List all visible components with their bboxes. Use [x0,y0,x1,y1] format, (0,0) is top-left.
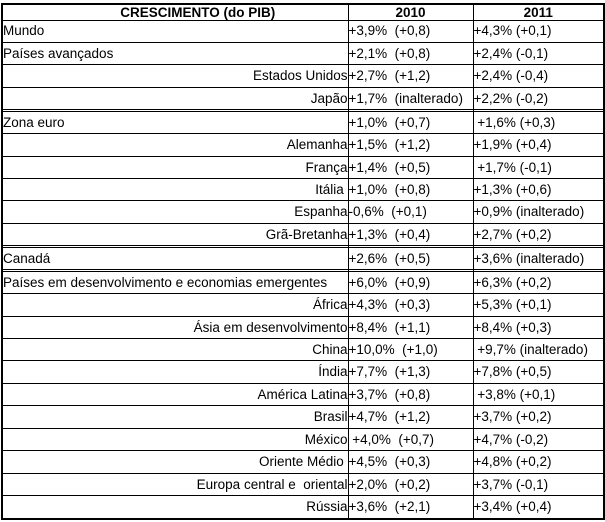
value-2010: +4,0% (+0,7) [347,427,474,452]
value-2010: +2,0% (+0,2) [347,472,474,497]
table-row: Zona euro +1,0% (+0,7) +1,6% (+0,3) [1,110,605,135]
value-2010: +1,3% (+0,4) [347,222,474,247]
value-2010: +1,5% (+1,2) [347,133,474,157]
table-row: China +10,0% (+1,0) +9,7% (inalterado) [1,338,605,362]
value-2011: +1,3% (+0,6) [472,177,605,202]
table-row: Brasil +4,7% (+1,2) +3,7% (+0,2) [1,405,605,429]
table-row: Estados Unidos +2,7% (+1,2) +2,4% (-0,4) [1,64,605,88]
row-label: Espanha [1,200,349,224]
table-row: Japão +1,7% (inalterado) +2,2% (-0,2) [1,86,605,111]
value-2011: +4,3% (+0,1) [472,19,605,43]
table-row: Espanha -0,6% (+0,1) +0,9% (inalterado) [1,200,605,224]
row-label: França [1,155,349,180]
table-row: França +1,4% (+0,5) +1,7% (-0,1) [1,155,605,180]
value-2010: +1,4% (+0,5) [347,155,474,180]
table-header-row: CRESCIMENTO (do PIB) 2010 2011 [1,3,605,21]
table-header: CRESCIMENTO (do PIB) 2010 2011 [1,3,605,21]
table-row: Mundo +3,9% (+0,8) +4,3% (+0,1) [1,19,605,43]
value-2011: +2,4% (-0,4) [472,64,605,88]
row-label: Rússia [1,495,349,520]
row-label: América Latina [1,382,349,407]
value-2011: +5,3% (+0,1) [472,293,605,317]
table-row: Países avançados +2,1% (+0,8) +2,4% (-0,1) [1,41,605,66]
row-label: Canadá [1,246,349,271]
row-label: Europa central e oriental [1,472,349,497]
value-2011: +4,7% (-0,2) [472,427,605,452]
table-row: Rússia +3,6% (+2,1) +3,4% (+0,4) [1,495,605,520]
value-2010: +3,9% (+0,8) [347,19,474,43]
value-2010: +2,6% (+0,5) [347,246,474,271]
table-row: Itália +1,0% (+0,8) +1,3% (+0,6) [1,177,605,202]
table-row: África +4,3% (+0,3) +5,3% (+0,1) [1,293,605,317]
row-label: Brasil [1,405,349,429]
gdp-growth-table: CRESCIMENTO (do PIB) 2010 2011 Mundo +3,9… [1,3,605,520]
table-row: Oriente Médio +4,5% (+0,3) +4,8% (+0,2) [1,450,605,474]
value-2010: +4,5% (+0,3) [347,450,474,474]
table-row: Canadá +2,6% (+0,5) +3,6% (inalterado) [1,246,605,271]
value-2010: +4,3% (+0,3) [347,293,474,317]
row-label: Mundo [1,19,349,43]
value-2011: +6,3% (+0,2) [472,270,605,295]
value-2011: +4,8% (+0,2) [472,450,605,474]
value-2011: +3,4% (+0,4) [472,495,605,520]
table-row: México +4,0% (+0,7) +4,7% (-0,2) [1,427,605,452]
value-2011: +3,7% (-0,1) [472,472,605,497]
row-label: Japão [1,86,349,111]
value-2010: +10,0% (+1,0) [347,338,474,362]
row-label: Estados Unidos [1,64,349,88]
value-2011: +2,4% (-0,1) [472,41,605,66]
row-label: Índia [1,360,349,384]
header-2010: 2010 [347,3,474,21]
row-label: Grã-Bretanha [1,222,349,247]
table-row: Grã-Bretanha +1,3% (+0,4) +2,7% (+0,2) [1,222,605,247]
table-row: Índia +7,7% (+1,3) +7,8% (+0,5) [1,360,605,384]
value-2010: +1,0% (+0,8) [347,177,474,202]
value-2011: +1,7% (-0,1) [472,155,605,180]
row-label: Países em desenvolvimento e economias em… [1,270,349,295]
header-crescimento-pib: CRESCIMENTO (do PIB) [1,3,349,21]
row-label: Zona euro [1,110,349,135]
row-label: Itália [1,177,349,202]
value-2011: +3,7% (+0,2) [472,405,605,429]
row-label: Alemanha [1,133,349,157]
value-2011: +9,7% (inalterado) [472,338,605,362]
row-label: Países avançados [1,41,349,66]
value-2011: +0,9% (inalterado) [472,200,605,224]
row-label: México [1,427,349,452]
row-label: Oriente Médio [1,450,349,474]
table-row: América Latina +3,7% (+0,8) +3,8% (+0,1) [1,382,605,407]
value-2010: +8,4% (+1,1) [347,315,474,340]
value-2011: +1,9% (+0,4) [472,133,605,157]
value-2011: +3,8% (+0,1) [472,382,605,407]
value-2011: +7,8% (+0,5) [472,360,605,384]
value-2010: +3,7% (+0,8) [347,382,474,407]
value-2010: +7,7% (+1,3) [347,360,474,384]
table-row: Ásia em desenvolvimento +8,4% (+1,1) +8,4%… [1,315,605,340]
table-row: Alemanha +1,5% (+1,2) +1,9% (+0,4) [1,133,605,157]
value-2010: +2,7% (+1,2) [347,64,474,88]
value-2011: +2,2% (-0,2) [472,86,605,111]
value-2011: +3,6% (inalterado) [472,246,605,271]
row-label: Ásia em desenvolvimento [1,315,349,340]
header-2011: 2011 [472,3,605,21]
row-label: África [1,293,349,317]
table-row: Países em desenvolvimento e economias em… [1,270,605,295]
row-label: China [1,338,349,362]
value-2010: +6,0% (+0,9) [347,270,474,295]
value-2010: +3,6% (+2,1) [347,495,474,520]
value-2010: +1,0% (+0,7) [347,110,474,135]
value-2010: +1,7% (inalterado) [347,86,474,111]
value-2011: +1,6% (+0,3) [472,110,605,135]
table-body: Mundo +3,9% (+0,8) +4,3% (+0,1) Países avan… [1,19,605,520]
value-2011: +2,7% (+0,2) [472,222,605,247]
value-2010: -0,6% (+0,1) [347,200,474,224]
table-row: Europa central e oriental +2,0% (+0,2) +3,… [1,472,605,497]
value-2011: +8,4% (+0,3) [472,315,605,340]
value-2010: +4,7% (+1,2) [347,405,474,429]
value-2010: +2,1% (+0,8) [347,41,474,66]
